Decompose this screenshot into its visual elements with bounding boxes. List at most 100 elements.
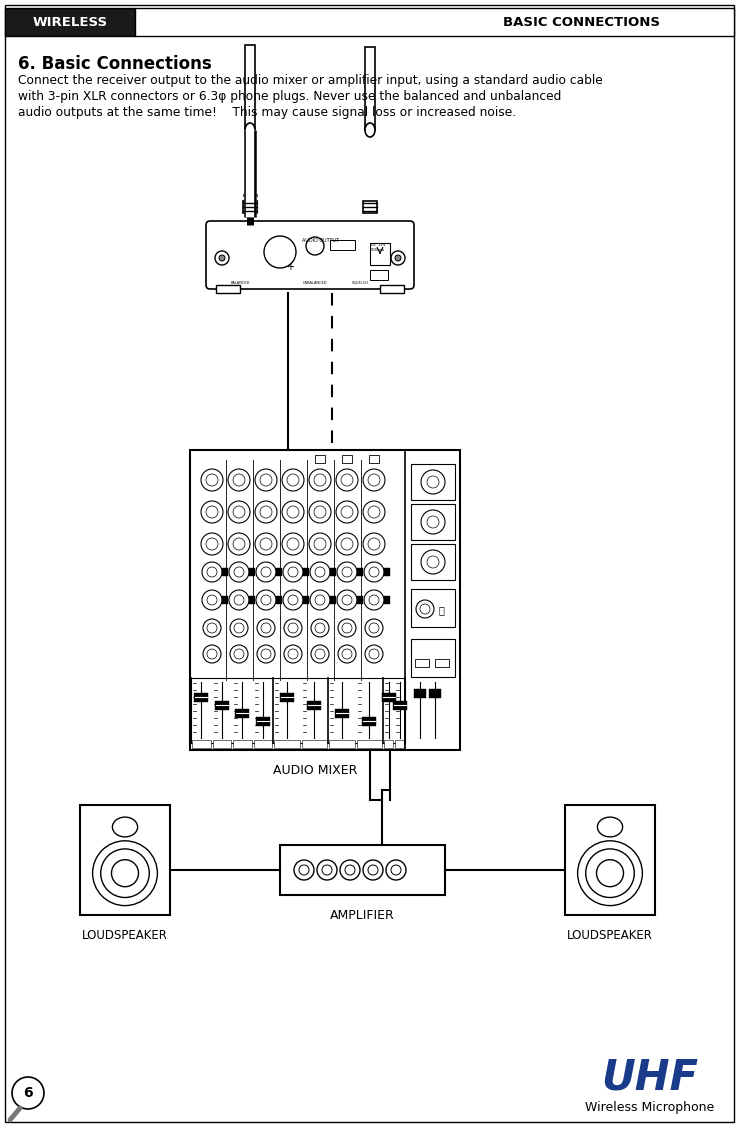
Circle shape [421, 470, 445, 494]
Circle shape [101, 849, 149, 897]
Circle shape [288, 649, 298, 659]
Circle shape [92, 841, 157, 905]
Bar [192, 740, 211, 748]
Bar [365, 47, 375, 129]
Circle shape [309, 470, 331, 491]
Circle shape [203, 645, 221, 663]
Circle shape [391, 251, 405, 265]
Text: with 3-pin XLR connectors or 6.3φ phone plugs. Never use the balanced and unbala: with 3-pin XLR connectors or 6.3φ phone … [18, 90, 562, 102]
Circle shape [283, 590, 303, 610]
Bar [233, 740, 251, 748]
Bar [435, 659, 449, 667]
Circle shape [368, 474, 380, 486]
Circle shape [345, 865, 355, 875]
Circle shape [310, 562, 330, 582]
Bar [329, 740, 355, 748]
Bar [335, 709, 349, 718]
Circle shape [201, 470, 223, 491]
Bar [194, 692, 208, 701]
Bar [392, 701, 406, 711]
Text: BASIC CONNECTIONS: BASIC CONNECTIONS [503, 16, 660, 28]
Bar [369, 455, 379, 463]
Circle shape [282, 501, 304, 522]
Circle shape [228, 533, 250, 555]
Bar [215, 701, 229, 711]
Circle shape [202, 590, 222, 610]
Circle shape [314, 538, 326, 549]
Bar [384, 596, 390, 604]
Circle shape [322, 865, 332, 875]
Text: 6: 6 [23, 1085, 33, 1100]
Circle shape [364, 590, 384, 610]
Bar [222, 568, 228, 577]
Bar [235, 709, 249, 718]
Bar [330, 568, 336, 577]
Circle shape [282, 533, 304, 555]
Bar [357, 568, 363, 577]
Circle shape [255, 533, 277, 555]
Circle shape [306, 236, 324, 254]
Circle shape [294, 860, 314, 881]
Circle shape [311, 619, 329, 637]
Circle shape [287, 538, 299, 549]
Circle shape [363, 860, 383, 881]
Circle shape [317, 860, 337, 881]
Circle shape [309, 501, 331, 522]
Bar [565, 805, 655, 915]
Bar [315, 455, 325, 463]
Bar [216, 285, 240, 293]
Circle shape [287, 474, 299, 486]
Circle shape [257, 645, 275, 663]
Circle shape [342, 623, 352, 633]
Circle shape [233, 474, 245, 486]
Circle shape [228, 501, 250, 522]
Bar [415, 659, 429, 667]
Circle shape [337, 562, 357, 582]
Text: 6. Basic Connections: 6. Basic Connections [18, 55, 212, 73]
Circle shape [282, 470, 304, 491]
Circle shape [256, 590, 276, 610]
Text: AMPLIFIER: AMPLIFIER [330, 909, 395, 922]
Bar [249, 596, 255, 604]
Circle shape [368, 865, 378, 875]
Bar [245, 45, 255, 129]
Circle shape [219, 254, 225, 261]
Text: audio outputs at the same time!    This may cause signal loss or increased noise: audio outputs at the same time! This may… [18, 106, 516, 119]
Circle shape [363, 470, 385, 491]
Circle shape [261, 595, 271, 605]
Bar [274, 740, 299, 748]
Circle shape [341, 538, 353, 549]
Circle shape [315, 595, 325, 605]
Ellipse shape [112, 817, 137, 837]
Circle shape [203, 619, 221, 637]
Bar [190, 450, 460, 750]
Bar [213, 740, 231, 748]
Bar [384, 568, 390, 577]
Circle shape [234, 649, 244, 659]
Bar [363, 202, 377, 213]
Bar [411, 589, 455, 627]
Text: UHF: UHF [602, 1057, 698, 1099]
Circle shape [421, 549, 445, 574]
Circle shape [260, 506, 272, 518]
Circle shape [421, 510, 445, 534]
Ellipse shape [365, 123, 375, 137]
Text: SQUELCH: SQUELCH [352, 282, 369, 285]
Text: WIRELESS: WIRELESS [33, 16, 108, 28]
Circle shape [340, 860, 360, 881]
Circle shape [395, 254, 401, 261]
Bar [253, 740, 272, 748]
Circle shape [336, 533, 358, 555]
Circle shape [342, 595, 352, 605]
Circle shape [386, 860, 406, 881]
Circle shape [314, 506, 326, 518]
Circle shape [342, 568, 352, 577]
Circle shape [261, 649, 271, 659]
Bar [303, 568, 309, 577]
Ellipse shape [245, 123, 255, 137]
Bar [302, 740, 327, 748]
Bar [249, 568, 255, 577]
Circle shape [336, 501, 358, 522]
Circle shape [315, 623, 325, 633]
Bar [279, 844, 444, 895]
